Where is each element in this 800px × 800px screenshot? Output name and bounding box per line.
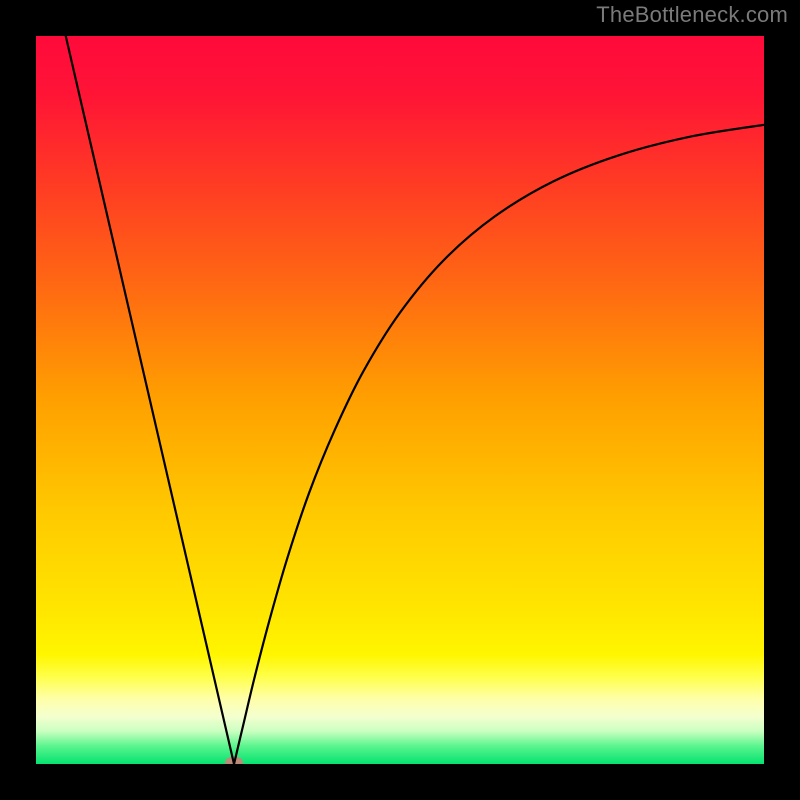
watermark-label: TheBottleneck.com (596, 2, 788, 28)
chart-container: TheBottleneck.com (0, 0, 800, 800)
bottleneck-curve-chart (0, 0, 800, 800)
